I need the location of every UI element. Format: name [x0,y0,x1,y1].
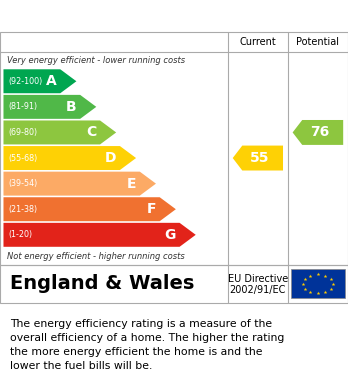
Text: A: A [46,74,57,88]
Polygon shape [3,95,96,119]
Text: The energy efficiency rating is a measure of the
overall efficiency of a home. T: The energy efficiency rating is a measur… [10,319,285,371]
Text: (39-54): (39-54) [9,179,38,188]
Text: Current: Current [239,37,276,47]
Text: Very energy efficient - lower running costs: Very energy efficient - lower running co… [7,56,185,65]
Text: England & Wales: England & Wales [10,274,195,293]
Text: (55-68): (55-68) [9,154,38,163]
Text: Not energy efficient - higher running costs: Not energy efficient - higher running co… [7,252,185,261]
Text: C: C [86,126,97,140]
Text: Potential: Potential [296,37,339,47]
Polygon shape [293,120,343,145]
Text: G: G [165,228,176,242]
Bar [291,269,345,298]
Text: F: F [147,202,156,216]
Text: (21-38): (21-38) [9,205,38,214]
Text: 2002/91/EC: 2002/91/EC [230,285,286,294]
Polygon shape [3,197,176,221]
Text: EU Directive: EU Directive [228,274,288,284]
Text: D: D [105,151,117,165]
Text: (92-100): (92-100) [9,77,43,86]
Text: B: B [66,100,77,114]
Polygon shape [3,172,156,196]
Text: 55: 55 [250,151,270,165]
Polygon shape [3,120,116,144]
Polygon shape [3,146,136,170]
Polygon shape [3,69,77,93]
Text: (69-80): (69-80) [9,128,38,137]
Text: Energy Efficiency Rating: Energy Efficiency Rating [10,9,231,23]
Text: (1-20): (1-20) [9,230,33,239]
Text: (81-91): (81-91) [9,102,38,111]
Text: E: E [127,177,136,191]
Text: 76: 76 [310,126,330,140]
Polygon shape [3,223,196,247]
Polygon shape [233,145,283,170]
